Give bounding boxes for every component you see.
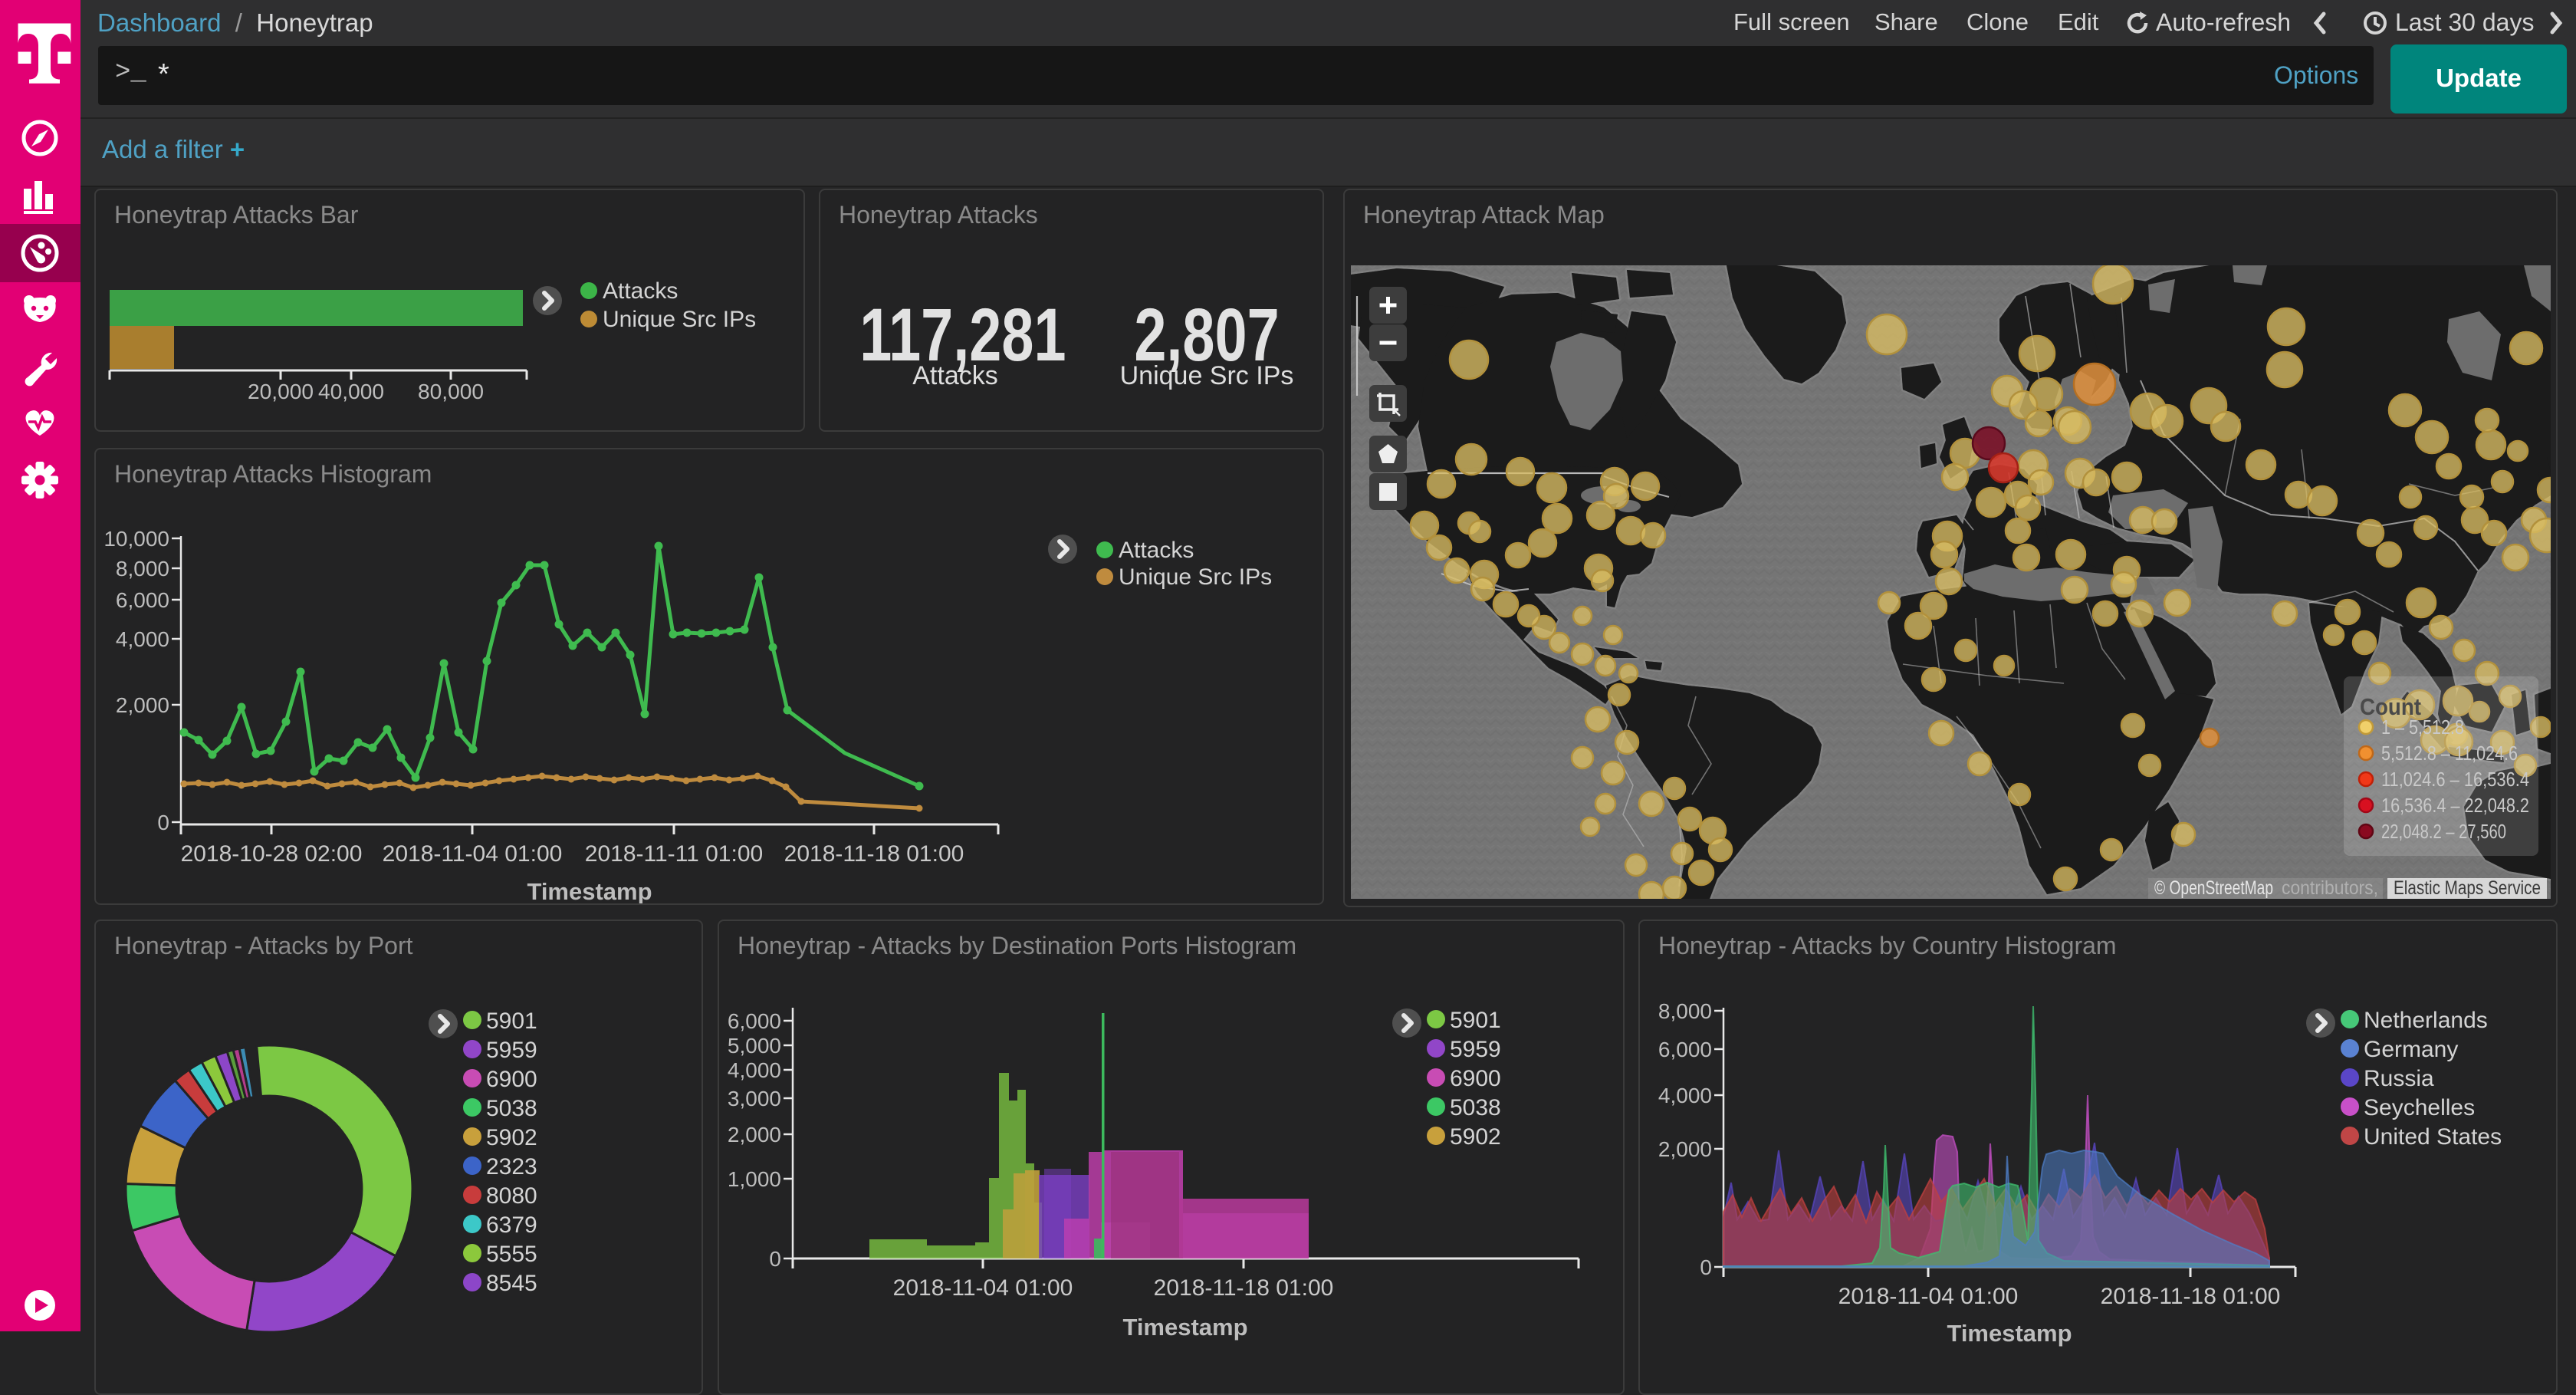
svg-text:4,000: 4,000	[728, 1058, 781, 1082]
svg-text:Attacks: Attacks	[1119, 538, 1194, 563]
svg-text:Timestamp: Timestamp	[527, 878, 652, 903]
svg-text:4,000: 4,000	[116, 627, 169, 651]
svg-text:Count: Count	[2360, 693, 2421, 720]
svg-text:5901: 5901	[1450, 1008, 1501, 1033]
svg-text:5902: 5902	[1450, 1124, 1501, 1150]
svg-text:1,000: 1,000	[728, 1167, 781, 1191]
svg-text:2323: 2323	[486, 1154, 537, 1179]
svg-text:11,024.6 – 16,536.4: 11,024.6 – 16,536.4	[2381, 768, 2529, 791]
svg-text:2018-11-18 01:00: 2018-11-18 01:00	[1154, 1275, 1334, 1301]
svg-text:Russia: Russia	[2364, 1066, 2434, 1091]
svg-text:8080: 8080	[486, 1183, 537, 1209]
svg-text:2018-10-28 02:00: 2018-10-28 02:00	[181, 841, 363, 867]
svg-text:6900: 6900	[486, 1067, 537, 1092]
svg-text:contributors,: contributors,	[2282, 877, 2378, 899]
svg-text:Netherlands: Netherlands	[2364, 1008, 2488, 1033]
svg-text:Unique Src IPs: Unique Src IPs	[1119, 564, 1272, 590]
svg-text:8,000: 8,000	[116, 557, 169, 581]
svg-text:5,512.8 – 11,024.6: 5,512.8 – 11,024.6	[2381, 742, 2518, 765]
svg-text:2018-11-04 01:00: 2018-11-04 01:00	[893, 1275, 1073, 1301]
svg-text:Timestamp: Timestamp	[1947, 1320, 2072, 1347]
svg-text:5038: 5038	[486, 1096, 537, 1121]
svg-text:5,000: 5,000	[728, 1034, 781, 1058]
svg-text:5901: 5901	[486, 1008, 537, 1034]
svg-text:Timestamp: Timestamp	[1122, 1314, 1247, 1341]
svg-text:Elastic Maps Service: Elastic Maps Service	[2394, 877, 2541, 899]
svg-text:6900: 6900	[1450, 1066, 1501, 1091]
svg-text:40,000: 40,000	[318, 380, 384, 403]
svg-text:2,000: 2,000	[1658, 1137, 1712, 1161]
svg-text:2018-11-11 01:00: 2018-11-11 01:00	[585, 841, 763, 867]
svg-text:Germany: Germany	[2364, 1037, 2458, 1062]
svg-text:5959: 5959	[1450, 1037, 1501, 1062]
svg-text:2018-11-18 01:00: 2018-11-18 01:00	[784, 841, 964, 867]
svg-text:© OpenStreetMap: © OpenStreetMap	[2154, 877, 2273, 899]
svg-text:2,000: 2,000	[116, 693, 169, 717]
svg-text:3,000: 3,000	[728, 1087, 781, 1110]
svg-text:6379: 6379	[486, 1212, 537, 1238]
svg-text:6,000: 6,000	[728, 1009, 781, 1033]
svg-text:Seychelles: Seychelles	[2364, 1095, 2475, 1120]
svg-text:5959: 5959	[486, 1038, 537, 1063]
svg-text:2018-11-04 01:00: 2018-11-04 01:00	[1838, 1284, 2019, 1309]
svg-text:Attacks: Attacks	[603, 278, 678, 304]
svg-text:5038: 5038	[1450, 1095, 1501, 1120]
svg-text:0: 0	[1700, 1255, 1712, 1279]
svg-text:6,000: 6,000	[116, 588, 169, 612]
svg-text:0: 0	[157, 811, 169, 834]
svg-text:2,000: 2,000	[728, 1123, 781, 1147]
svg-text:22,048.2 – 27,560: 22,048.2 – 27,560	[2381, 820, 2506, 843]
svg-text:16,536.4 – 22,048.2: 16,536.4 – 22,048.2	[2381, 794, 2529, 817]
svg-text:4,000: 4,000	[1658, 1084, 1712, 1107]
svg-text:10,000: 10,000	[104, 527, 169, 551]
svg-text:8545: 8545	[486, 1271, 537, 1296]
svg-text:80,000: 80,000	[418, 380, 484, 403]
svg-text:1 – 5,512.8: 1 – 5,512.8	[2381, 716, 2464, 739]
svg-text:0: 0	[769, 1247, 781, 1271]
svg-text:5555: 5555	[486, 1242, 537, 1267]
svg-text:20,000: 20,000	[248, 380, 314, 403]
svg-text:6,000: 6,000	[1658, 1038, 1712, 1061]
svg-text:United States: United States	[2364, 1124, 2502, 1150]
svg-text:Unique Src IPs: Unique Src IPs	[603, 307, 756, 332]
svg-text:2018-11-04 01:00: 2018-11-04 01:00	[383, 841, 563, 867]
svg-text:5902: 5902	[486, 1125, 537, 1150]
svg-text:8,000: 8,000	[1658, 999, 1712, 1023]
svg-text:2018-11-18 01:00: 2018-11-18 01:00	[2101, 1284, 2281, 1309]
